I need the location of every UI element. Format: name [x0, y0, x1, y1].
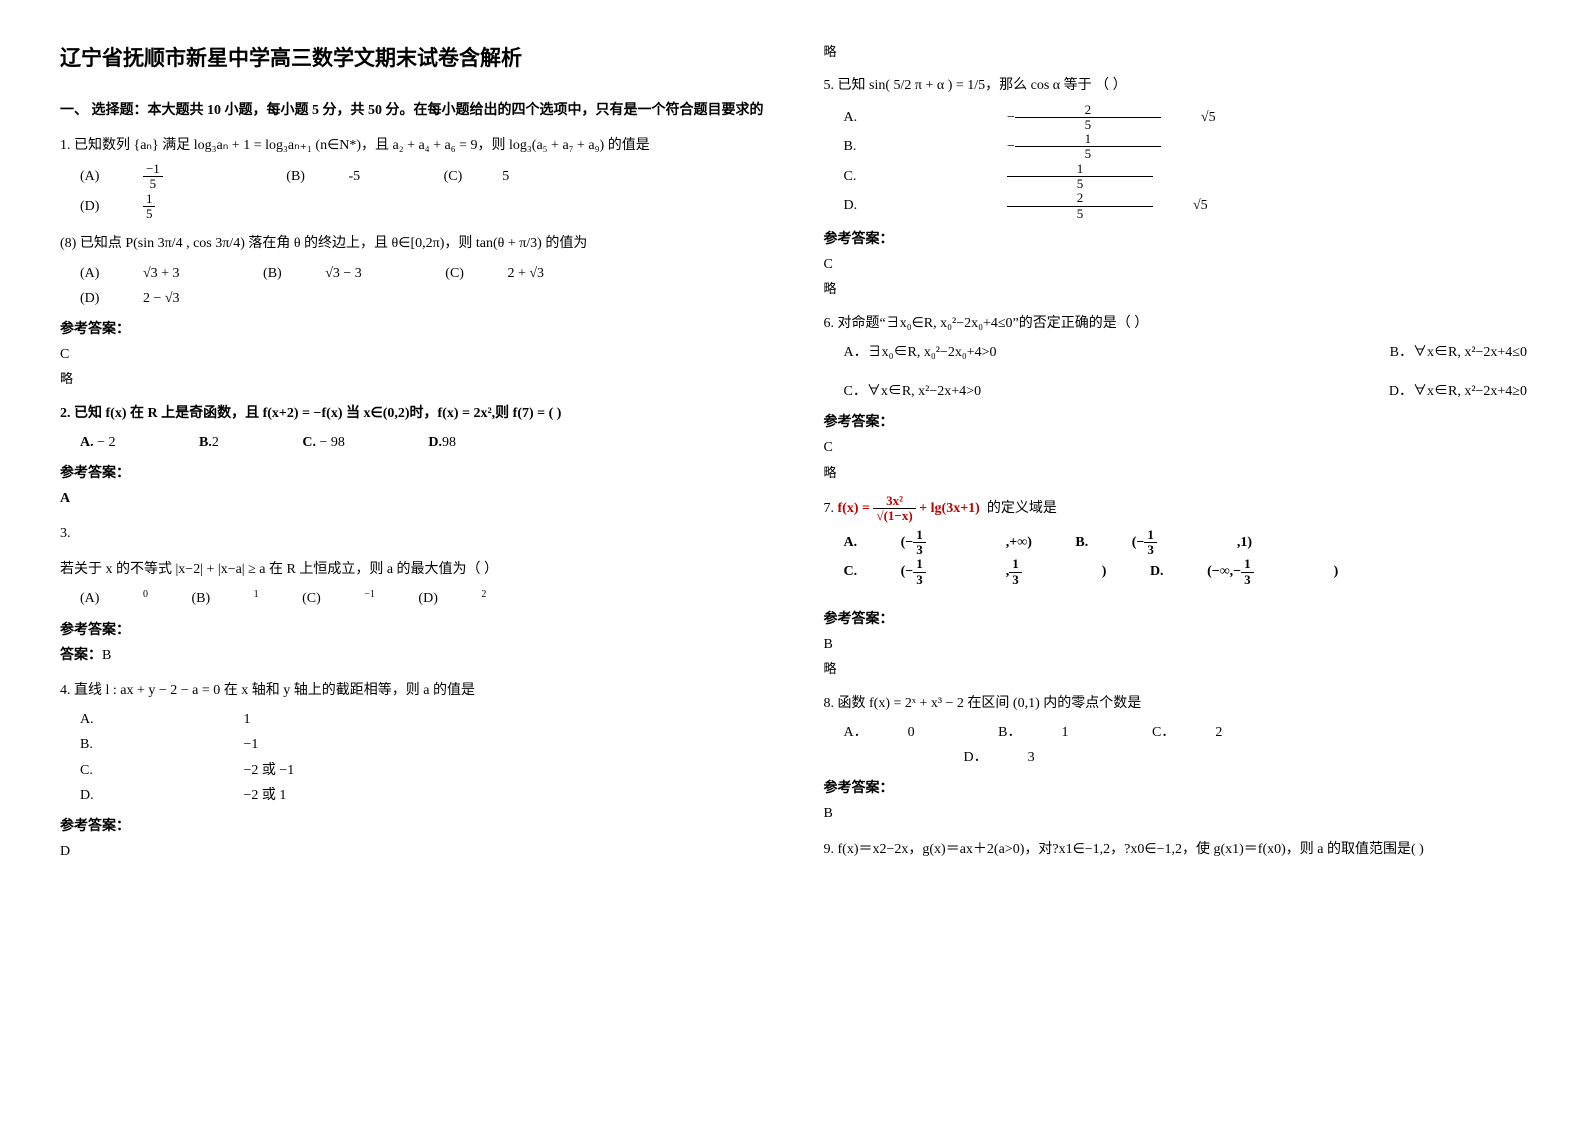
omit: 略: [824, 461, 1528, 484]
omit: 略: [60, 367, 764, 390]
question-7: 7. f(x) = 3x²√(1−x) + lg(3x+1) 的定义域是: [824, 494, 1528, 524]
q1-options: (A) −15 (B) -5 (C)5 (D) 15: [80, 162, 764, 221]
answer-label: 参考答案：: [60, 618, 764, 643]
q4-options: A. 1 B. −1 C. −2 或 −1 D. −2 或 1: [80, 707, 764, 808]
instructions: 一、 选择题：本大题共 10 小题，每小题 5 分，共 50 分。在每小题给出的…: [60, 98, 764, 123]
question-9: 9. f(x)＝x2−2x，g(x)＝ax＋2(a>0)，对?x1∈−1,2，?…: [824, 837, 1528, 862]
q3-answer: 答案：B: [60, 643, 764, 668]
question-1: 1. 已知数列 {aₙ} 满足 log₃aₙ + 1 = log₃aₙ₊₁ (n…: [60, 133, 764, 158]
question-5: 5. 已知 sin( 5/2 π + α ) = 1/5，那么 cos α 等于…: [824, 73, 1528, 98]
q5-options: A. −25√5 B. −15 C. 15 D. 25√5: [844, 103, 1528, 221]
question-3: 若关于 x 的不等式 |x−2| + |x−a| ≥ a 在 R 上恒成立，则 …: [60, 557, 764, 582]
q7-answer: B: [824, 632, 1528, 657]
q2-options: A. − 2 B.2 C. − 98 D.98: [80, 430, 764, 455]
q5-answer: C: [824, 252, 1528, 277]
q8-options: A．0 B．1 C．2 D．3: [844, 720, 1528, 770]
q1b-options: (A) √3 + 3 (B) √3 − 3 (C) 2 + √3 (D) 2 −…: [80, 261, 764, 311]
question-3-num: 3.: [60, 521, 764, 546]
page-title: 辽宁省抚顺市新星中学高三数学文期末试卷含解析: [60, 40, 764, 78]
answer-label: 参考答案：: [60, 461, 764, 486]
answer-label: 参考答案：: [60, 317, 764, 342]
answer-label: 参考答案：: [824, 410, 1528, 435]
question-2: 2. 已知 f(x) 在 R 上是奇函数，且 f(x+2) = −f(x) 当 …: [60, 401, 764, 426]
answer-label: 参考答案：: [824, 776, 1528, 801]
q1-num: 1.: [60, 138, 71, 153]
omit: 略: [824, 657, 1528, 680]
q3-options: (A) 0 (B) 1 (C) −1 (D) 2: [80, 586, 764, 612]
q2-answer: A: [60, 486, 764, 511]
answer-label: 参考答案：: [60, 814, 764, 839]
q8-answer: B: [824, 801, 1528, 826]
answer-label: 参考答案：: [824, 227, 1528, 252]
q6-answer: C: [824, 435, 1528, 460]
q1-text: 已知数列 {aₙ} 满足 log₃aₙ + 1 = log₃aₙ₊₁ (n∈N*…: [74, 138, 650, 153]
q7-options: A. (−13,+∞) B. (−13,1) C. (−13,13) D. (−…: [844, 528, 1528, 587]
q4-answer: D: [60, 839, 764, 864]
answer-label: 参考答案：: [824, 607, 1528, 632]
question-8: 8. 函数 f(x) = 2ˣ + x³ − 2 在区间 (0,1) 内的零点个…: [824, 691, 1528, 716]
q6-options: A．∃x₀∈R, x₀²−2x₀+4>0 B．∀x∈R, x²−2x+4≤0 C…: [844, 340, 1528, 404]
question-6: 6. 对命题“∃x₀∈R, x₀²−2x₀+4≤0”的否定正确的是（ ）: [824, 311, 1528, 336]
question-1b: (8) 已知点 P(sin 3π/4 , cos 3π/4) 落在角 θ 的终边…: [60, 231, 764, 256]
omit: 略: [824, 277, 1528, 300]
q1-answer: C: [60, 342, 764, 367]
question-4: 4. 直线 l : ax + y − 2 − a = 0 在 x 轴和 y 轴上…: [60, 678, 764, 703]
omit-top: 略: [824, 40, 1528, 63]
